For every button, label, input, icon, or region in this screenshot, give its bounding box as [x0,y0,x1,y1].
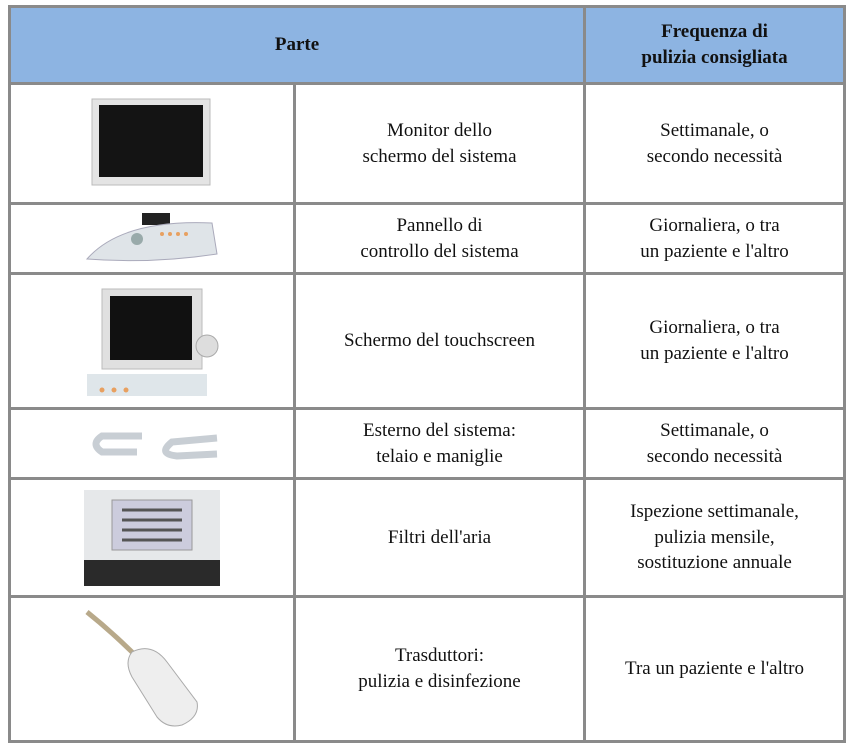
monitor-image [91,98,211,186]
row: Monitor dello schermo del sistema Settim… [8,82,846,205]
image-cell [8,477,296,598]
panel-image [85,212,218,261]
part: Schermo del touchscreen [293,272,586,410]
image-cell [8,82,296,205]
frequency: Tra un paziente e l'altro [583,595,846,743]
part: Esterno del sistema: telaio e maniglie [293,407,586,480]
image-cell [8,272,296,410]
header-row: Parte Frequenza di pulizia consigliata [8,5,846,85]
part: Monitor dello schermo del sistema [293,82,586,205]
row: Schermo del touchscreen Giornaliera, o t… [8,272,846,410]
image-cell [8,595,296,743]
header-part: Parte [8,5,586,85]
part: Filtri dell'aria [293,477,586,598]
cleaning-table: Parte Frequenza di pulizia consigliata M… [8,5,846,743]
row: Pannello di controllo del sistema Giorna… [8,202,846,275]
frequency: Giornaliera, o tra un paziente e l'altro [583,202,846,275]
frequency: Settimanale, o secondo necessità [583,82,846,205]
row: Trasduttori: pulizia e disinfezione Tra … [8,595,846,743]
part: Pannello di controllo del sistema [293,202,586,275]
frequency: Giornaliera, o tra un paziente e l'altro [583,272,846,410]
handles-image [92,432,218,460]
image-cell [8,202,296,275]
transducer-image [85,609,198,726]
header-frequency: Frequenza di pulizia consigliata [583,5,846,85]
row: Filtri dell'aria Ispezione settimanale, … [8,477,846,598]
part: Trasduttori: pulizia e disinfezione [293,595,586,743]
image-cell [8,407,296,480]
touchscreen-image [87,288,219,396]
filter-image [84,489,220,586]
frequency: Settimanale, o secondo necessità [583,407,846,480]
row: Esterno del sistema: telaio e maniglie S… [8,407,846,480]
frequency: Ispezione settimanale, pulizia mensile, … [583,477,846,598]
